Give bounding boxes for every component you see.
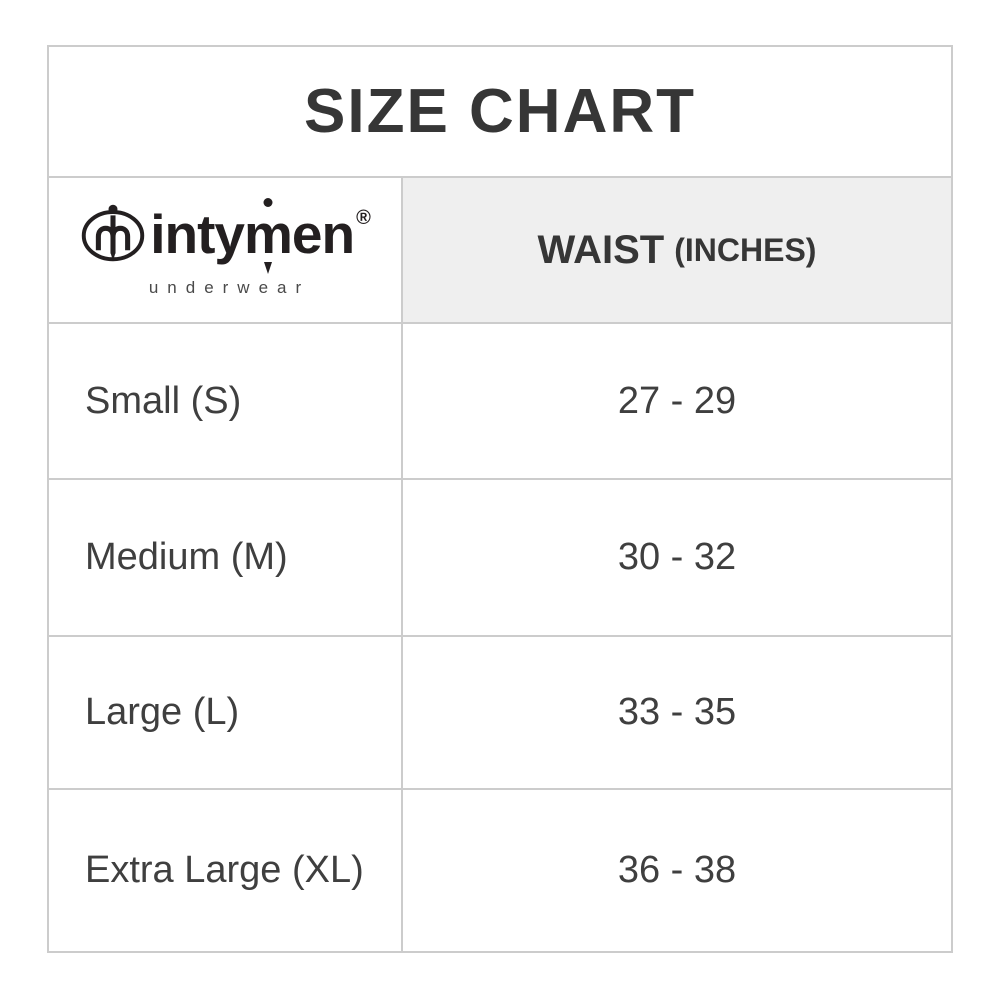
size-label: Medium (M) <box>85 536 288 578</box>
size-label: Large (L) <box>85 691 240 733</box>
waist-value: 27 - 29 <box>617 379 737 422</box>
waist-value-cell-medium: 30 - 32 <box>403 480 951 637</box>
logo-text-m: m <box>243 202 293 265</box>
size-label-cell-small: Small (S) <box>49 324 403 480</box>
waist-value: 36 - 38 <box>617 849 737 891</box>
logo-text-part2: en <box>291 202 355 265</box>
waist-value-cell-extra-large: 36 - 38 <box>403 790 951 951</box>
waist-header-label: WAIST <box>537 227 665 272</box>
waist-value-cell-large: 33 - 35 <box>403 637 951 790</box>
registered-trademark-icon: ® <box>356 206 371 229</box>
logo-text-part1: inty <box>150 202 245 265</box>
waist-header-unit: (INCHES) <box>674 231 817 268</box>
size-label: Small (S) <box>85 379 242 422</box>
size-label: Extra Large (XL) <box>85 849 364 891</box>
size-label-cell-medium: Medium (M) <box>49 480 403 637</box>
waist-header-cell: WAIST (INCHES) <box>403 178 951 324</box>
waist-value: 30 - 32 <box>617 536 737 578</box>
page-title: SIZE CHART <box>304 77 696 146</box>
intymen-figure-icon <box>81 204 145 261</box>
brand-logo-cell: intymen ® underwear <box>49 178 403 324</box>
title-row: SIZE CHART <box>49 47 951 178</box>
waist-value: 33 - 35 <box>617 691 737 733</box>
size-chart-table: SIZE CHART intymen ® underwear WAIST (IN… <box>47 45 953 953</box>
logo-subtext: underwear <box>148 277 311 297</box>
size-label-cell-large: Large (L) <box>49 637 403 790</box>
logo-wordmark: intymen <box>150 202 355 265</box>
size-label-cell-extra-large: Extra Large (XL) <box>49 790 403 951</box>
waist-value-cell-small: 27 - 29 <box>403 324 951 480</box>
brand-logo: intymen ® <box>79 203 371 266</box>
